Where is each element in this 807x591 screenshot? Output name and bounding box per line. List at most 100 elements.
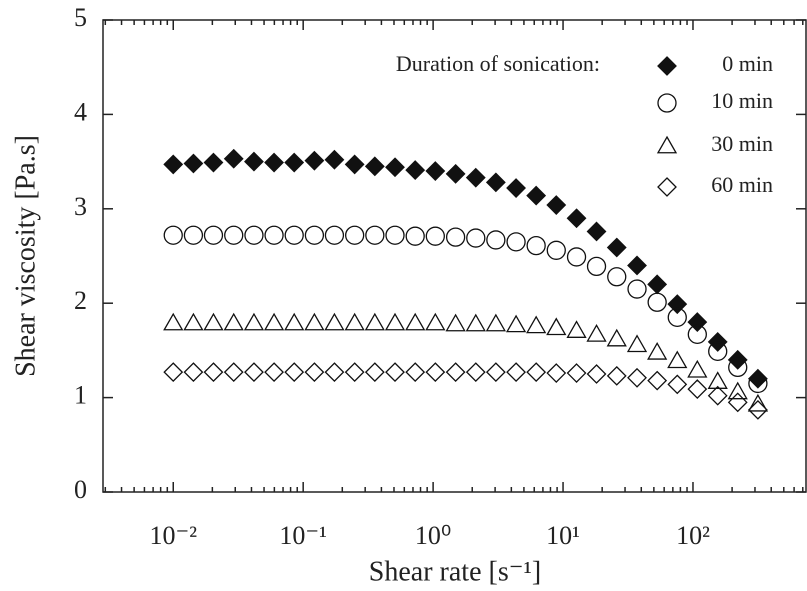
- point: [345, 225, 365, 245]
- point: [163, 362, 184, 383]
- point: [465, 313, 486, 332]
- point: [647, 341, 668, 360]
- legend-label: 60 min: [711, 172, 773, 197]
- legend-marker: [657, 56, 677, 76]
- point: [163, 154, 184, 175]
- point: [183, 362, 204, 383]
- y-tick-label: 2: [74, 286, 87, 315]
- legend-label: 10 min: [711, 88, 773, 113]
- legend-label: 30 min: [711, 131, 773, 156]
- point: [384, 312, 406, 331]
- point: [667, 374, 688, 395]
- point: [586, 256, 607, 277]
- point: [324, 362, 345, 383]
- point: [284, 362, 305, 383]
- point: [223, 148, 244, 169]
- point: [667, 294, 688, 315]
- point: [203, 152, 224, 173]
- point: [284, 225, 304, 245]
- point: [183, 225, 204, 245]
- point: [405, 362, 426, 383]
- point: [263, 312, 285, 331]
- point: [324, 312, 345, 331]
- point: [526, 315, 547, 334]
- point: [606, 365, 627, 386]
- point: [304, 312, 325, 331]
- point: [485, 172, 506, 193]
- x-tick-label: 10⁻²: [149, 521, 197, 550]
- point: [445, 313, 466, 332]
- x-tick-label: 10¹: [546, 521, 580, 550]
- point: [425, 362, 446, 383]
- y-axis-title: Shear viscosity [Pa.s]: [10, 135, 41, 377]
- point: [626, 334, 648, 353]
- point: [546, 195, 567, 215]
- point: [687, 324, 707, 345]
- plot-frame: [102, 19, 807, 493]
- point: [163, 225, 183, 245]
- point: [244, 225, 264, 245]
- point: [647, 292, 667, 312]
- y-tick-label: 0: [74, 475, 87, 504]
- point: [405, 160, 426, 181]
- point: [445, 163, 466, 184]
- point: [203, 225, 224, 245]
- point: [607, 267, 627, 287]
- legend-marker: [657, 177, 677, 197]
- point: [304, 150, 325, 171]
- point: [405, 226, 425, 246]
- point: [606, 237, 627, 258]
- point: [163, 312, 184, 331]
- legend-title: Duration of sonication:: [396, 51, 600, 76]
- legend-label: 0 min: [722, 51, 773, 76]
- point: [485, 313, 506, 332]
- point: [748, 373, 768, 394]
- y-tick-label: 1: [74, 381, 87, 410]
- point: [546, 317, 567, 336]
- point: [566, 247, 587, 267]
- point: [526, 235, 546, 256]
- point: [526, 362, 547, 383]
- point: [747, 393, 769, 412]
- y-tick-label: 5: [74, 3, 87, 32]
- point: [627, 367, 647, 388]
- x-tick-label: 10²: [676, 521, 710, 550]
- point: [526, 185, 547, 206]
- point: [284, 312, 305, 331]
- point: [385, 362, 405, 383]
- point: [566, 208, 587, 229]
- point: [364, 312, 385, 331]
- point: [203, 362, 224, 383]
- point: [687, 379, 708, 400]
- point: [707, 371, 728, 389]
- point: [183, 312, 204, 331]
- point: [364, 156, 385, 177]
- point: [506, 362, 526, 383]
- point: [304, 225, 325, 245]
- point: [344, 312, 365, 331]
- point: [344, 154, 365, 175]
- point: [747, 399, 768, 420]
- point: [365, 225, 385, 245]
- point: [627, 279, 647, 299]
- point: [727, 392, 748, 413]
- point: [224, 225, 244, 245]
- y-tick-label: 4: [74, 97, 87, 126]
- point: [506, 232, 526, 252]
- point: [506, 178, 526, 198]
- point: [728, 357, 748, 378]
- point: [586, 324, 607, 342]
- point: [466, 228, 486, 248]
- point: [203, 312, 224, 331]
- point: [647, 370, 668, 391]
- point: [364, 362, 385, 383]
- point: [223, 362, 244, 383]
- point: [425, 161, 446, 181]
- point: [183, 153, 204, 174]
- point: [264, 362, 284, 383]
- point: [264, 225, 284, 245]
- point: [586, 221, 607, 242]
- point: [385, 157, 405, 178]
- point: [264, 152, 284, 173]
